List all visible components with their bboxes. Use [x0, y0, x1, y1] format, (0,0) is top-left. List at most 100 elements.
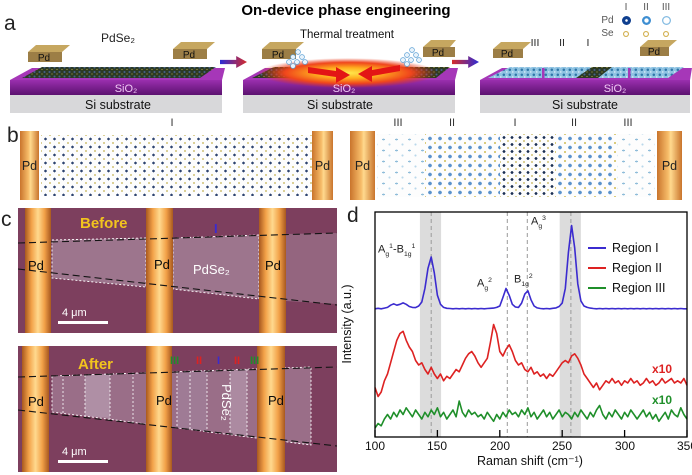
se-atom-I-icon [623, 30, 629, 37]
lattice-strip-uniform: Pd Pd [20, 131, 333, 200]
lattice-region-I [41, 135, 312, 196]
region-III-marker: III [170, 355, 179, 367]
pd-label: Pd [314, 158, 331, 173]
peak-label-ag1-b1g1: Ag1-B1g1 [378, 243, 416, 258]
b-right-region-II-label: II [448, 117, 456, 129]
lattice-region-III [617, 134, 655, 197]
legend-entry-region-III: Region III [588, 278, 678, 298]
flake-edge-dashed [18, 409, 337, 447]
pd-label: Pd [648, 47, 660, 58]
pd-electrode: Pd [20, 131, 39, 200]
si-substrate-label: Si substrate [552, 98, 618, 112]
raman-chart [374, 211, 688, 438]
dashed-guidelines [430, 212, 572, 437]
plot-frame [374, 211, 688, 438]
lattice-region-II [555, 134, 617, 197]
legend-label: Region II [612, 261, 663, 275]
pd-label: Pd [272, 50, 284, 61]
pd-electrode-right-top [640, 40, 677, 47]
panel-letter-a: a [4, 12, 16, 35]
optical-image-before: Before Pd Pd Pd PdSe₂ I 4 μm [18, 208, 337, 333]
pd-electrode-left [28, 52, 62, 62]
pd-label: Pd [661, 158, 678, 173]
se-bubble-cluster-left [286, 49, 308, 69]
pd-label: Pd [28, 258, 44, 273]
lattice-regions [377, 134, 655, 197]
region-III-label: III [531, 37, 540, 49]
spectrum-region-i [374, 224, 687, 310]
pdse2-label: PdSe₂ [101, 31, 135, 45]
atom-legend: I II III Pd Se [599, 1, 676, 40]
si-substrate [10, 95, 222, 113]
b-right-region-I-label: I [513, 117, 517, 129]
after-label: After [78, 356, 113, 373]
region-II-marker: II [196, 355, 202, 367]
se-atom-III-icon [663, 30, 669, 37]
sio2-label: SiO₂ [604, 83, 627, 95]
chart-legend: Region I Region II Region III [588, 238, 678, 298]
pd-atom-II-icon [641, 16, 651, 25]
b-left-region-I-label: I [170, 117, 174, 129]
scale-x10-red: x10 [652, 362, 673, 376]
shaded-bands [419, 212, 581, 437]
peak-label-ag2: Ag2 [477, 277, 492, 292]
pd-electrode-left [493, 49, 523, 58]
spectra-curves [374, 224, 688, 429]
region-III-marker: III [250, 355, 259, 367]
legend-col-III: III [661, 2, 671, 13]
b-right-region-II-label: II [570, 117, 578, 129]
pd-label: Pd [21, 158, 38, 173]
peak-label-b1g2: B1g2 [514, 273, 533, 288]
si-substrate-label: Si substrate [307, 98, 373, 112]
pd-electrode-right [173, 49, 207, 59]
pd-label: Pd [354, 158, 371, 173]
shaded-band [559, 212, 581, 437]
pd-label: Pd [268, 393, 284, 408]
pd-label: Pd [432, 48, 444, 59]
pd-atom-I-icon [621, 16, 631, 25]
x-tick: 250 [551, 439, 573, 453]
scale-bar [58, 460, 108, 463]
block-gap [542, 68, 545, 78]
pd-electrode-left-top [493, 42, 531, 49]
flake-edge-dashed [18, 268, 337, 306]
pd-label: Pd [183, 50, 195, 61]
optical-image-after: After Pd Pd Pd III II I II III PdSe₂ 4 μ… [18, 346, 337, 472]
shaded-band [419, 212, 442, 437]
pd-electrode-right [423, 47, 455, 57]
pd-label: Pd [38, 53, 50, 64]
flake-edge-dashed [18, 366, 337, 378]
legend-entry-region-I: Region I [588, 238, 678, 258]
scale-bar-label: 4 μm [62, 307, 87, 319]
x-tick: 350 [676, 439, 692, 453]
lattice-region-III [377, 134, 425, 197]
se-atom-II-icon [643, 30, 649, 37]
region-I-label: I [587, 37, 590, 49]
panel-letter-c: c [1, 208, 12, 231]
thermal-treatment-label: Thermal treatment [300, 29, 395, 41]
pdse2-label-vertical: PdSe₂ [219, 384, 234, 421]
device-patterned: III II I Pd Pd SiO₂ Si substrate [480, 37, 692, 113]
device-pristine: PdSe₂ Pd Pd SiO₂ Si substrate [10, 31, 225, 113]
flake-outline [51, 237, 147, 288]
si-substrate [243, 95, 455, 113]
pdse2-flake [22, 67, 216, 78]
pd-electrode: Pd [657, 131, 682, 200]
pd-label: Pd [154, 257, 170, 272]
pd-electrode-stripe [257, 346, 285, 472]
b-right-region-III-label: III [623, 117, 633, 129]
panel-letter-d: d [347, 204, 359, 227]
pd-electrode: Pd [350, 131, 375, 200]
device-thermal: Thermal treatment Pd Pd SiO₂ Si substrat… [243, 29, 458, 113]
peak-label-ag3: Ag3 [531, 215, 546, 230]
panel-letter-b: b [7, 124, 19, 147]
pd-electrode-stripe [146, 346, 172, 472]
lattice-strip-patterned: Pd Pd [350, 131, 682, 200]
scale-bar [58, 321, 108, 324]
legend-col-I: I [624, 2, 628, 13]
x-tick: 300 [614, 439, 636, 453]
sio2-label: SiO₂ [115, 83, 138, 95]
x-tick: 150 [426, 439, 448, 453]
y-axis-label: Intensity (a.u.) [340, 284, 354, 364]
